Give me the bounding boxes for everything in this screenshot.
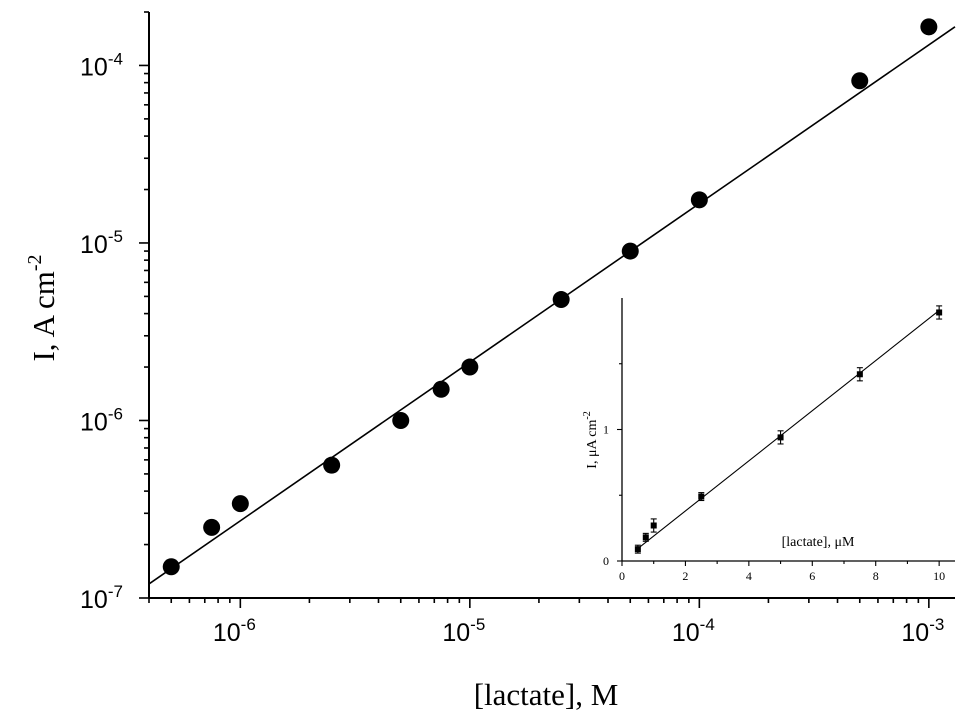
inset-x-tick-label: 10	[933, 569, 945, 583]
inset-data-point	[856, 371, 863, 378]
main-y-tick-label: 10-4	[80, 49, 123, 81]
inset-fit-line	[637, 310, 940, 549]
inset-x-tick-label: 8	[873, 569, 879, 583]
main-fit-line	[148, 26, 956, 585]
main-data-point	[552, 291, 570, 309]
inset-y-axis-title: I, μA cm-2	[582, 411, 600, 468]
inset-y-axis-title-sup: -2	[582, 411, 593, 419]
inset-data-point	[634, 546, 641, 553]
inset-y-axis-title-main: I, μA cm	[585, 420, 600, 469]
main-data-point	[920, 18, 938, 36]
inset-x-tick-label: 2	[682, 569, 688, 583]
inset-data-point	[650, 522, 657, 529]
inset-data-point	[777, 434, 784, 441]
inset-data-point	[936, 309, 943, 316]
inset-x-tick-label: 4	[746, 569, 752, 583]
main-x-tick-label: 10-6	[213, 615, 256, 647]
main-data-point	[461, 358, 479, 376]
main-x-tick-label: 10-5	[442, 615, 485, 647]
main-y-axis-title-main: I, A cm	[26, 271, 61, 361]
main-y-tick-label: 10-5	[80, 227, 123, 259]
main-y-axis-title: I, A cm-2	[24, 254, 61, 361]
inset-ticks: 0 2 4 6 8 10 0 1	[603, 363, 945, 583]
inset-fit-segment	[637, 310, 940, 549]
main-y-axis-title-sup: -2	[24, 254, 46, 271]
inset-y-tick-label: 1	[603, 423, 609, 437]
main-data-point	[432, 380, 450, 398]
main-data-point	[851, 72, 869, 90]
main-ticks: 10-6 10-5 10-4 10-3 10-7 10-6 10-5 10-4	[80, 11, 944, 647]
inset-data-points	[634, 305, 943, 554]
inset-data-point	[698, 493, 705, 500]
inset-x-tick-label: 0	[619, 569, 625, 583]
main-data-points	[162, 18, 938, 576]
main-y-tick-label: 10-7	[80, 582, 123, 614]
main-x-tick-label: 10-4	[672, 615, 715, 647]
main-x-tick-label: 10-3	[901, 615, 944, 647]
main-data-point	[621, 242, 639, 260]
inset-data-point	[642, 534, 649, 541]
main-x-axis-title: [lactate], M	[474, 677, 619, 712]
main-plot: 10-6 10-5 10-4 10-3 10-7 10-6 10-5 10-4 [lactat…	[24, 11, 956, 712]
main-data-point	[203, 518, 221, 536]
main-data-point	[231, 495, 249, 513]
main-fit-segment	[148, 26, 956, 585]
main-y-tick-label: 10-6	[80, 404, 123, 436]
inset-x-tick-label: 6	[809, 569, 815, 583]
inset-x-axis-title: [lactate], μM	[782, 535, 855, 550]
main-data-point	[162, 558, 180, 576]
inset-y-tick-label: 0	[603, 554, 609, 568]
inset-plot: 0 2 4 6 8 10 0 1 [lactate], μM I, μA cm-2	[582, 298, 955, 583]
main-data-point	[690, 191, 708, 209]
main-data-point	[392, 411, 410, 429]
main-data-point	[323, 456, 341, 474]
